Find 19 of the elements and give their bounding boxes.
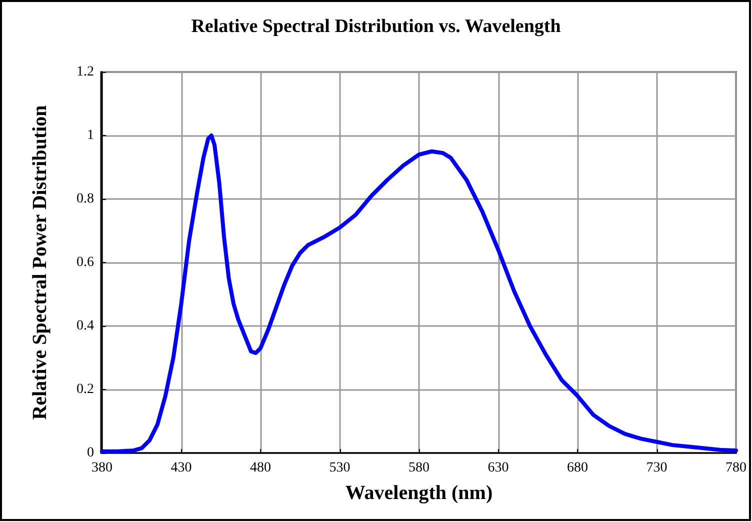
y-tick-label: 1.2 bbox=[76, 64, 94, 80]
y-tick-label: 0.2 bbox=[76, 382, 94, 397]
y-tick-label: 0 bbox=[87, 446, 94, 460]
y-tick-label: 0.8 bbox=[76, 192, 94, 206]
y-axis-title: Relative Spectral Power Distribution bbox=[29, 105, 51, 420]
x-tick-label: 730 bbox=[646, 460, 668, 476]
y-tick-label: 0.6 bbox=[76, 255, 94, 270]
x-tick-label: 630 bbox=[488, 460, 509, 476]
x-tick-label: 480 bbox=[250, 460, 271, 476]
y-tick-label: 0.4 bbox=[76, 318, 94, 334]
x-tick-label: 530 bbox=[329, 460, 350, 476]
x-tick-label: 680 bbox=[567, 460, 588, 476]
x-tick-label: 780 bbox=[726, 460, 746, 476]
x-tick-label: 430 bbox=[170, 460, 192, 476]
chart-title: Relative Spectral Distribution vs. Wavelength bbox=[191, 16, 562, 37]
y-tick-label: 1 bbox=[87, 128, 94, 143]
x-tick-label: 580 bbox=[408, 460, 430, 476]
x-axis-title: Wavelength (nm) bbox=[345, 482, 493, 504]
x-tick-label: 380 bbox=[92, 460, 112, 476]
